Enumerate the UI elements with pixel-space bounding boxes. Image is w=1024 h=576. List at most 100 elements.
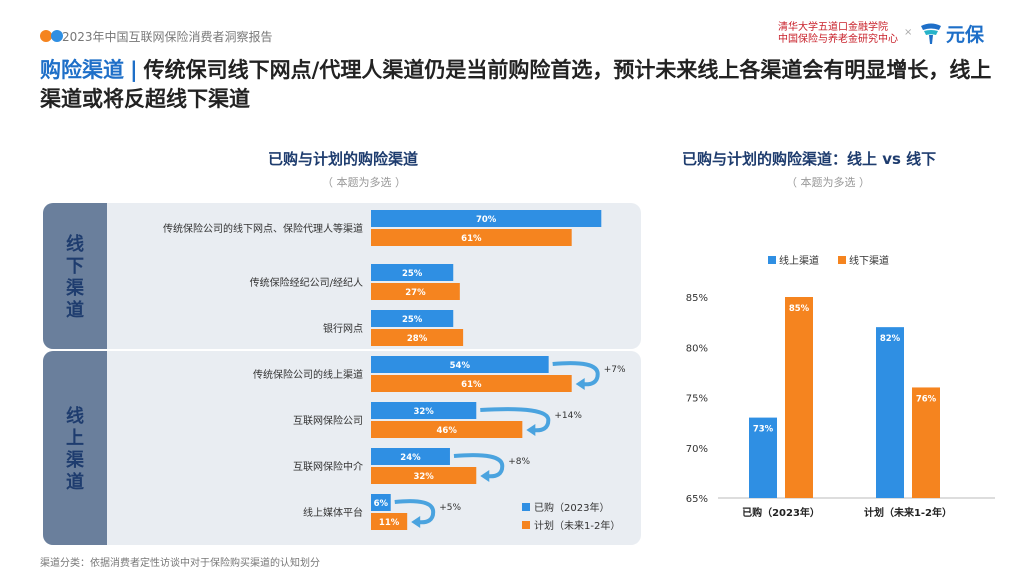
orange-dot-icon — [40, 30, 52, 42]
channel-row: 银行网点 25% 28% — [323, 310, 464, 346]
planned-bar — [371, 229, 572, 246]
report-title: 2023年中国互联网保险消费者洞察报告 — [62, 30, 273, 44]
channel-row: 互联网保险中介 24% 32% — [293, 448, 477, 484]
category-label: 线上媒体平台 — [303, 506, 363, 519]
growth-annotation: +5% — [394, 499, 461, 528]
bar-value-label: 32% — [413, 472, 434, 482]
right-chart-title: 已购与计划的购险渠道：线上 vs 线下 — [682, 150, 937, 168]
planned-bar — [371, 375, 572, 392]
bar-value-label: 61% — [461, 234, 482, 244]
blue-dot-icon — [51, 30, 63, 42]
growth-arrow-icon — [552, 361, 600, 387]
category-label: 互联网保险公司 — [293, 414, 363, 427]
y-tick-label: 65% — [686, 494, 708, 505]
channel-row: 互联网保险公司 32%46% — [293, 402, 523, 438]
y-tick-label: 80% — [686, 343, 708, 354]
purchased-bar — [371, 310, 454, 327]
x-category-label: 已购（2023年） — [742, 506, 820, 519]
bar-value-label: 27% — [405, 288, 426, 298]
growth-label: +5% — [439, 503, 461, 513]
bar-value-label: 76% — [916, 394, 937, 404]
left-legend: 已购（2023年） 计划（未来1-2年） — [522, 501, 620, 532]
headline-separator: | — [130, 58, 138, 82]
yuanbao-logo-icon — [921, 23, 941, 44]
legend-label: 已购（2023年） — [534, 501, 609, 514]
legend-swatch — [768, 256, 776, 264]
y-tick-label: 75% — [686, 394, 708, 405]
page-headline: 购险渠道 | 传统保司线下网点/代理人渠道仍是当前购险首选，预计未来线上各渠道会有明… — [40, 56, 1000, 114]
group-label: 线上渠道 — [66, 405, 84, 493]
growth-arrowhead-icon — [480, 470, 490, 482]
bar-value-label: 54% — [450, 361, 471, 371]
bar-value-label: 61% — [461, 380, 482, 390]
channel-row: 传统保险公司的线上渠道 54% 61% — [253, 356, 572, 392]
headline-text: 传统保司线下网点/代理人渠道仍是当前购险首选，预计未来线上各渠道会有明显增长，线… — [40, 58, 992, 111]
growth-annotation: +7% — [552, 361, 626, 390]
category-label: 传统保险公司的线下网点、保险代理人等渠道 — [163, 222, 363, 235]
bar-value-label: 85% — [789, 304, 810, 314]
bar-value-label: 6% — [374, 499, 389, 509]
growth-arrow-icon — [453, 453, 505, 479]
category-group: 82% 76% 计划（未来1-2年） — [864, 327, 952, 519]
bar-value-label: 11% — [379, 518, 400, 528]
group-label: 线下渠道 — [66, 233, 84, 321]
legend-swatch — [522, 503, 530, 511]
legend-swatch — [838, 256, 846, 264]
left-chart-subtitle: （ 本题为多选 ） — [322, 176, 406, 189]
online-bar — [749, 417, 777, 498]
top-bar: 2023年中国互联网保险消费者洞察报告 清华大学五道口金融学院 中国保险与养老金… — [0, 0, 1024, 48]
growth-arrowhead-icon — [411, 516, 421, 528]
growth-arrow-icon — [394, 499, 436, 525]
right-chart-subtitle: （ 本题为多选 ） — [786, 176, 870, 189]
growth-label: +14% — [554, 411, 582, 421]
growth-label: +8% — [508, 457, 530, 467]
group-label-block — [43, 203, 107, 349]
purchased-bar — [371, 210, 602, 227]
planned-bar — [371, 513, 408, 530]
planned-bar — [371, 421, 523, 438]
bar-value-label: 46% — [436, 426, 457, 436]
bar-value-label: 24% — [400, 453, 421, 463]
group-background — [43, 351, 641, 545]
planned-bar — [371, 329, 464, 346]
purchased-bar — [371, 448, 450, 465]
category-label: 银行网点 — [323, 322, 363, 335]
online-bar — [876, 327, 904, 498]
brand-name: 元保 — [946, 24, 985, 46]
growth-arrow-icon — [480, 407, 551, 433]
growth-label: +7% — [604, 365, 626, 375]
bar-value-label: 25% — [402, 315, 423, 325]
headline-keyword: 购险渠道 — [40, 58, 124, 82]
institution-name: 清华大学五道口金融学院 中国保险与养老金研究中心 — [778, 22, 898, 46]
growth-arrowhead-icon — [526, 424, 536, 436]
right-legend: 线上渠道 线下渠道 — [768, 254, 889, 267]
offline-bar — [912, 387, 940, 498]
planned-bar — [371, 467, 477, 484]
bar-value-label: 70% — [476, 215, 497, 225]
x-category-label: 计划（未来1-2年） — [864, 506, 952, 519]
purchased-bar — [371, 402, 477, 419]
planned-bar — [371, 283, 460, 300]
purchased-bar — [371, 494, 391, 511]
legend-label: 计划（未来1-2年） — [534, 519, 620, 532]
growth-annotation: +8% — [453, 453, 531, 482]
growth-arrowhead-icon — [575, 378, 585, 390]
category-label: 传统保险公司的线上渠道 — [253, 368, 363, 381]
left-chart-title: 已购与计划的购险渠道 — [268, 150, 419, 168]
bar-value-label: 32% — [413, 407, 434, 417]
channel-row: 传统保险经纪公司/经纪人 25% 27% — [250, 264, 460, 300]
footnote: 渠道分类：依据消费者定性访谈中对于保险购买渠道的认知划分 — [40, 558, 320, 569]
bar-value-label: 25% — [402, 269, 423, 279]
channel-row: 传统保险公司的线下网点、保险代理人等渠道 70% 61% — [163, 210, 602, 246]
y-tick-label: 70% — [686, 444, 708, 455]
channel-row: 线上媒体平台 6% 11% — [303, 494, 408, 530]
institution-line-1: 清华大学五道口金融学院 — [778, 22, 888, 33]
purchased-bar — [371, 264, 454, 281]
legend-label: 线下渠道 — [849, 254, 889, 267]
bar-value-label: 28% — [407, 334, 428, 344]
purchased-bar — [371, 356, 549, 373]
brand-dots-icon — [40, 30, 70, 42]
legend-swatch — [522, 521, 530, 529]
